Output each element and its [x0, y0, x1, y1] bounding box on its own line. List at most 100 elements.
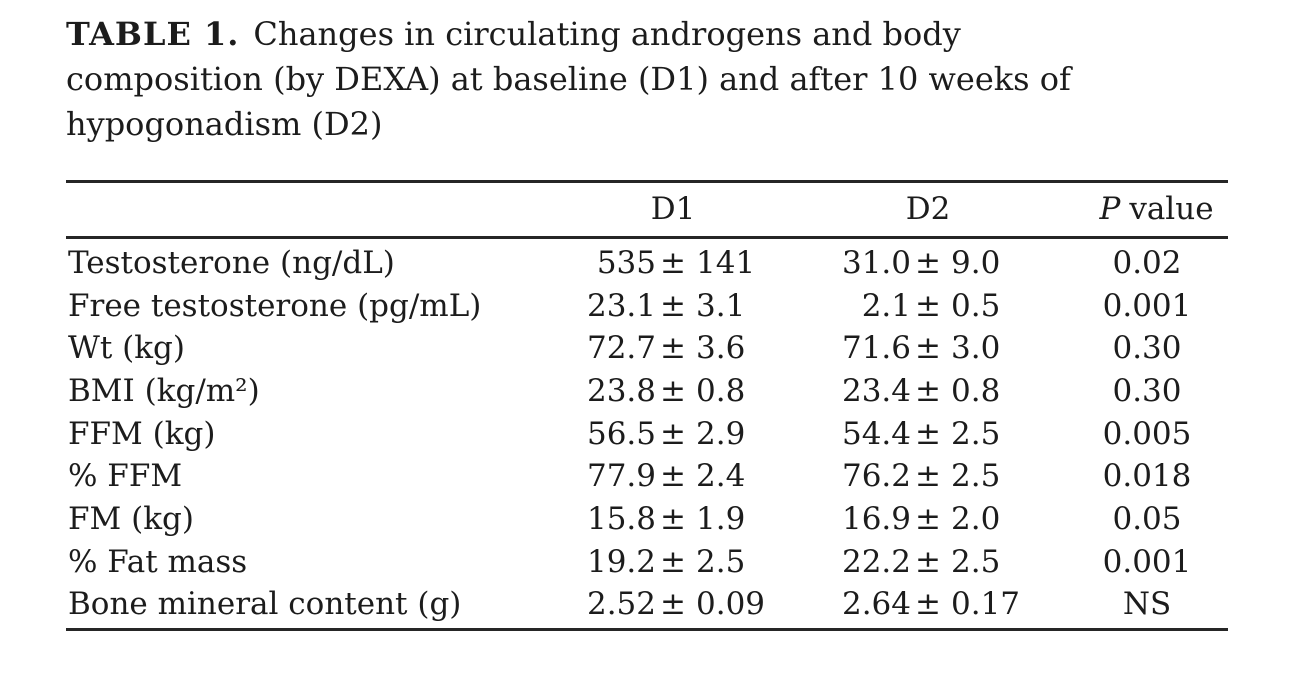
table-number: TABLE 1. — [66, 15, 240, 53]
d1-mean: 72.7 — [586, 330, 656, 367]
d2-cell: 22.2 ±2.5 — [791, 543, 1066, 580]
row-label: % Fat mass — [68, 543, 248, 580]
d1-cell: 19.2 ±2.5 — [441, 543, 791, 580]
d2-mean: 31.0 — [841, 244, 911, 281]
d2-cell: 16.9 ±2.0 — [791, 500, 1066, 537]
row-label: Testosterone (ng/dL) — [68, 244, 395, 281]
d1-sd: 141 — [696, 244, 756, 281]
d1-sd: 3.6 — [696, 330, 746, 367]
table-row-bone-mineral-content: Bone mineral content (g) 2.52 ±0.09 2.64 ±… — [66, 584, 1228, 627]
table-body: Testosterone (ng/dL) 535 ±141 31.0 ±9.0 0.… — [66, 239, 1228, 628]
plus-minus-icon: ± — [915, 543, 941, 580]
plus-minus-icon: ± — [915, 500, 941, 537]
row-label: Bone mineral content (g) — [68, 586, 462, 623]
d1-mean: 19.2 — [586, 543, 656, 580]
d1-sd: 0.8 — [696, 372, 746, 409]
d2-sd: 2.0 — [951, 500, 1001, 537]
header-d1-cell: D1 — [441, 194, 791, 225]
d1-sd: 1.9 — [696, 500, 746, 537]
row-label: Free testosterone (pg/mL) — [68, 287, 482, 324]
table-row-free-testosterone: Free testosterone (pg/mL) 23.1 ±3.1 2.1 ±0… — [66, 285, 1228, 328]
d1-sd: 0.09 — [696, 586, 766, 623]
plus-minus-icon: ± — [915, 415, 941, 452]
d1-mean: 23.1 — [586, 287, 656, 324]
header-d2-cell: D2 — [791, 194, 1066, 225]
d2-sd: 3.0 — [951, 330, 1001, 367]
table-row-testosterone: Testosterone (ng/dL) 535 ±141 31.0 ±9.0 0.… — [66, 242, 1228, 285]
caption-line-3: hypogonadism (D2) — [66, 105, 383, 143]
d2-cell: 31.0 ±9.0 — [791, 244, 1066, 281]
d2-mean: 54.4 — [841, 415, 911, 452]
column-header-d1: D1 — [650, 191, 696, 227]
d1-sd: 2.9 — [696, 415, 746, 452]
caption-line-1: TABLE 1. Changes in circulating androgens… — [66, 12, 1071, 57]
plus-minus-icon: ± — [660, 330, 686, 367]
p-value: 0.02 — [1112, 244, 1182, 281]
row-label: BMI (kg/m²) — [68, 372, 260, 409]
d2-sd: 2.5 — [951, 415, 1001, 452]
caption-line-2: composition (by DEXA) at baseline (D1) a… — [66, 60, 1071, 98]
d1-mean: 77.9 — [586, 458, 656, 495]
table-row-ffm: FFM (kg) 56.5 ±2.9 54.4 ±2.5 0.005 — [66, 413, 1228, 456]
p-value: 0.001 — [1102, 287, 1192, 324]
d2-mean: 76.2 — [841, 458, 911, 495]
table-row-weight: Wt (kg) 72.7 ±3.6 71.6 ±3.0 0.30 — [66, 327, 1228, 370]
d2-sd: 0.5 — [951, 287, 1001, 324]
plus-minus-icon: ± — [660, 415, 686, 452]
p-value: 0.018 — [1102, 458, 1192, 495]
p-value: 0.05 — [1112, 500, 1182, 537]
plus-minus-icon: ± — [660, 287, 686, 324]
d1-mean: 23.8 — [586, 372, 656, 409]
plus-minus-icon: ± — [660, 500, 686, 537]
caption-text-1: Changes in circulating androgens and bod… — [253, 15, 961, 53]
d1-cell: 72.7 ±3.6 — [441, 333, 791, 364]
row-label: Wt (kg) — [68, 330, 185, 367]
plus-minus-icon: ± — [660, 586, 686, 623]
plus-minus-icon: ± — [915, 458, 941, 495]
plus-minus-icon: ± — [915, 586, 941, 623]
d1-sd: 2.4 — [696, 458, 746, 495]
d2-mean: 2.1 — [861, 287, 911, 324]
d1-sd: 2.5 — [696, 543, 746, 580]
p-value: 0.001 — [1102, 543, 1192, 580]
p-value: 0.30 — [1112, 372, 1182, 409]
plus-minus-icon: ± — [660, 244, 686, 281]
d1-sd: 3.1 — [696, 287, 746, 324]
d2-cell: 2.1 ±0.5 — [791, 287, 1066, 324]
d2-sd: 2.5 — [951, 543, 1001, 580]
p-rest: value — [1129, 191, 1214, 227]
table-row-fm: FM (kg) 15.8 ±1.9 16.9 ±2.0 0.05 — [66, 498, 1228, 541]
p-italic: P — [1099, 191, 1121, 227]
plus-minus-icon: ± — [660, 458, 686, 495]
column-header-d2: D2 — [905, 191, 951, 227]
d2-cell: 76.2 ±2.5 — [791, 461, 1066, 492]
d1-cell: 77.9 ±2.4 — [441, 461, 791, 492]
p-value: 0.30 — [1112, 330, 1182, 367]
d2-cell: 2.64 ±0.17 — [791, 589, 1066, 620]
plus-minus-icon: ± — [915, 372, 941, 409]
d2-mean: 22.2 — [841, 543, 911, 580]
d1-mean: 535 — [596, 244, 656, 281]
plus-minus-icon: ± — [660, 543, 686, 580]
d2-cell: 23.4 ±0.8 — [791, 372, 1066, 409]
d2-mean: 71.6 — [841, 330, 911, 367]
d2-sd: 0.17 — [951, 586, 1021, 623]
plus-minus-icon: ± — [915, 244, 941, 281]
row-label: % FFM — [68, 458, 183, 495]
d2-mean: 23.4 — [841, 372, 911, 409]
d1-cell: 15.8 ±1.9 — [441, 500, 791, 537]
d2-cell: 54.4 ±2.5 — [791, 415, 1066, 452]
table-caption: TABLE 1. Changes in circulating androgens… — [66, 12, 1071, 147]
d2-cell: 71.6 ±3.0 — [791, 333, 1066, 364]
table-row-bmi: BMI (kg/m²) 23.8 ±0.8 23.4 ±0.8 0.30 — [66, 370, 1228, 413]
p-value: 0.005 — [1102, 415, 1192, 452]
d1-cell: 23.8 ±0.8 — [441, 372, 791, 409]
d1-cell: 535 ±141 — [441, 244, 791, 281]
plus-minus-icon: ± — [660, 372, 686, 409]
table-row-pct-ffm: % FFM 77.9 ±2.4 76.2 ±2.5 0.018 — [66, 455, 1228, 498]
d1-mean: 2.52 — [586, 586, 656, 623]
d1-cell: 56.5 ±2.9 — [441, 415, 791, 452]
plus-minus-icon: ± — [915, 287, 941, 324]
